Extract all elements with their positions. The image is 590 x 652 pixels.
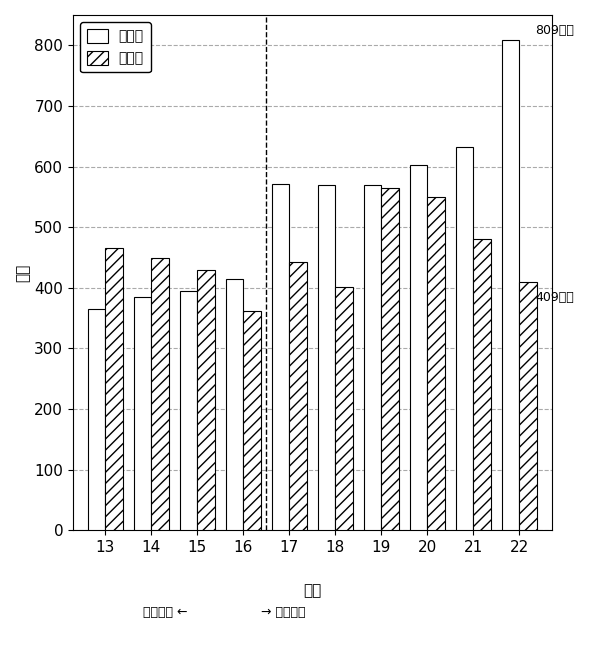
Text: 409億円: 409億円 <box>535 291 574 304</box>
Bar <box>381 188 399 530</box>
Bar <box>335 287 353 530</box>
Text: 旧浜松市 ←: 旧浜松市 ← <box>143 606 188 619</box>
Y-axis label: 億円: 億円 <box>15 263 30 282</box>
Legend: 民生費, 土木費: 民生費, 土木費 <box>80 22 151 72</box>
Bar <box>519 282 537 530</box>
Bar <box>473 239 491 530</box>
Bar <box>289 261 307 530</box>
Bar <box>88 309 105 530</box>
Bar <box>364 185 381 530</box>
Text: → 新浜松市: → 新浜松市 <box>261 606 306 619</box>
Bar <box>105 248 123 530</box>
Text: 809億円: 809億円 <box>535 24 574 37</box>
Bar <box>134 297 151 530</box>
Bar <box>197 270 215 530</box>
Bar <box>180 291 197 530</box>
Bar <box>410 165 427 530</box>
Bar <box>456 147 473 530</box>
Bar <box>226 279 243 530</box>
Bar <box>427 197 445 530</box>
Bar <box>151 258 169 530</box>
Bar <box>272 184 289 530</box>
Bar <box>243 311 261 530</box>
X-axis label: 年度: 年度 <box>303 583 322 598</box>
Bar <box>502 40 519 530</box>
Bar <box>318 185 335 530</box>
